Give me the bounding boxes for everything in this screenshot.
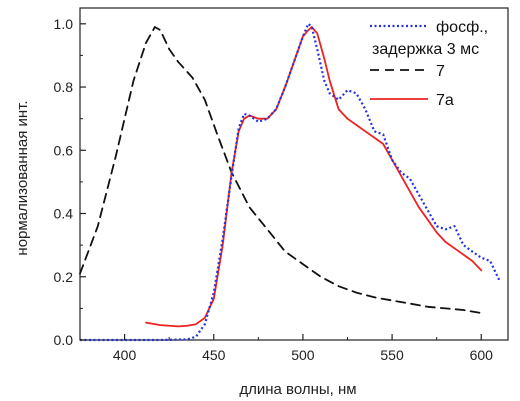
x-tick-label: 550 <box>380 347 404 363</box>
plot-frame <box>79 7 509 341</box>
legend-label: 7 <box>436 63 445 80</box>
x-tick-label: 600 <box>470 347 494 363</box>
x-tick-label: 400 <box>113 347 137 363</box>
y-tick-label: 0.0 <box>54 332 74 348</box>
legend-label-line2: задержка 3 мс <box>372 41 479 58</box>
legend: фосф., задержка 3 мс 7 7a <box>370 19 488 109</box>
y-tick-label: 0.2 <box>54 269 74 285</box>
y-tick-label: 0.6 <box>54 142 74 158</box>
legend-label: 7a <box>436 92 454 109</box>
x-tick-label: 500 <box>291 347 315 363</box>
x-axis-title: длина волны, нм <box>239 381 356 398</box>
series-line-phosph <box>80 22 501 342</box>
plot-border <box>79 7 509 341</box>
y-tick-label: 0.4 <box>54 206 74 222</box>
legend-label: фосф., <box>436 19 488 36</box>
series-line-7 <box>79 26 483 315</box>
y-axis-title: нормализованная инт. <box>14 100 31 255</box>
series-line-7a <box>145 26 483 328</box>
y-tick-label: 0.8 <box>54 79 74 95</box>
y-tick-label: 1.0 <box>54 16 74 32</box>
series-layer <box>79 22 501 342</box>
axis-layer: 400 450 500 550 600 0.0 0.2 0.4 0.6 0.8 1.0 <box>54 16 494 363</box>
x-tick-label: 450 <box>202 347 226 363</box>
